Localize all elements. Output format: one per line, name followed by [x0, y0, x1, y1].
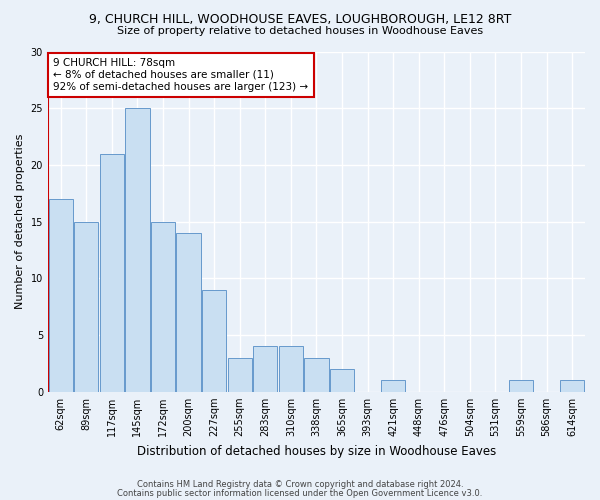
Y-axis label: Number of detached properties: Number of detached properties [15, 134, 25, 310]
Bar [176, 233, 201, 392]
Text: 9 CHURCH HILL: 78sqm
← 8% of detached houses are smaller (11)
92% of semi-detach: 9 CHURCH HILL: 78sqm ← 8% of detached ho… [53, 58, 308, 92]
Bar [381, 380, 406, 392]
X-axis label: Distribution of detached houses by size in Woodhouse Eaves: Distribution of detached houses by size … [137, 444, 496, 458]
Bar [560, 380, 584, 392]
Bar [49, 199, 73, 392]
Text: Size of property relative to detached houses in Woodhouse Eaves: Size of property relative to detached ho… [117, 26, 483, 36]
Text: Contains HM Land Registry data © Crown copyright and database right 2024.: Contains HM Land Registry data © Crown c… [137, 480, 463, 489]
Bar [253, 346, 277, 392]
Bar [100, 154, 124, 392]
Text: 9, CHURCH HILL, WOODHOUSE EAVES, LOUGHBOROUGH, LE12 8RT: 9, CHURCH HILL, WOODHOUSE EAVES, LOUGHBO… [89, 12, 511, 26]
Bar [509, 380, 533, 392]
Bar [227, 358, 252, 392]
Bar [74, 222, 98, 392]
Bar [125, 108, 149, 392]
Bar [304, 358, 329, 392]
Text: Contains public sector information licensed under the Open Government Licence v3: Contains public sector information licen… [118, 488, 482, 498]
Bar [279, 346, 303, 392]
Bar [330, 369, 354, 392]
Bar [151, 222, 175, 392]
Bar [202, 290, 226, 392]
